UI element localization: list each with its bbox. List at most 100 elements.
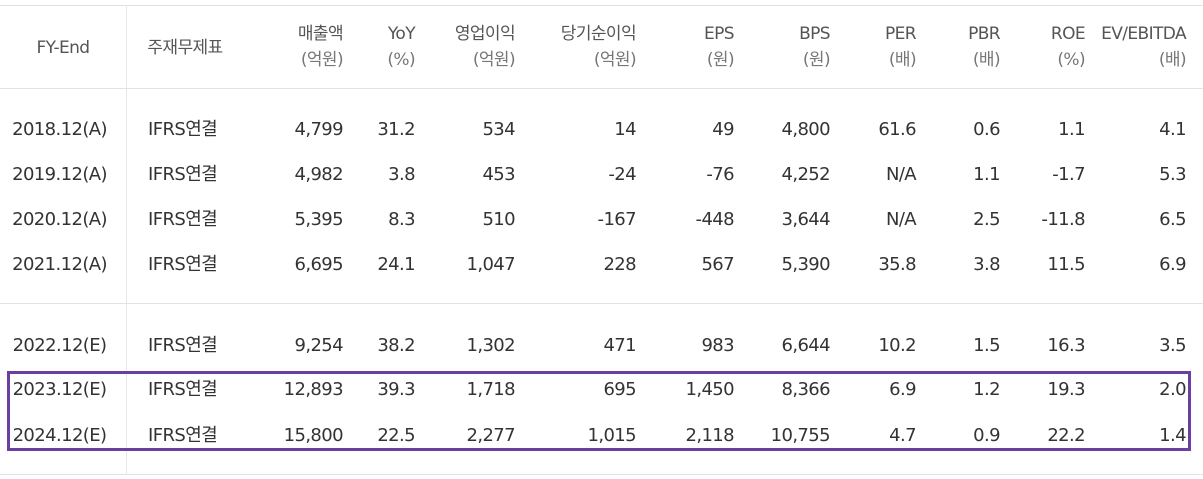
header-bps-unit: (원) bbox=[802, 50, 831, 70]
per-cell: 35.8 bbox=[878, 254, 916, 275]
pbr-cell: 1.1 bbox=[973, 164, 1000, 185]
operating-profit-cell: 534 bbox=[482, 119, 515, 140]
header-ev-ebitda-unit: (배) bbox=[1158, 50, 1187, 70]
per-cell: 6.9 bbox=[889, 379, 916, 400]
highlight-box bbox=[7, 371, 1191, 451]
table-row: 2019.12(A) IFRS연결 4,982 3.8 453 -24 -76 … bbox=[0, 153, 1203, 197]
roe-cell: -1.7 bbox=[1052, 164, 1085, 185]
net-income-cell: 14 bbox=[614, 119, 636, 140]
net-income-cell: -167 bbox=[597, 209, 637, 230]
table-bottom-border bbox=[0, 474, 1203, 475]
operating-profit-cell: 453 bbox=[482, 164, 515, 185]
eps-cell: -448 bbox=[695, 209, 735, 230]
operating-profit-cell: 1,718 bbox=[466, 379, 515, 400]
column-divider bbox=[126, 5, 127, 475]
eps-cell: 567 bbox=[701, 254, 734, 275]
per-cell: 61.6 bbox=[878, 119, 916, 140]
ev-ebitda-cell: 5.3 bbox=[1159, 164, 1186, 185]
roe-cell: 1.1 bbox=[1058, 119, 1085, 140]
eps-cell: 1,450 bbox=[685, 379, 734, 400]
header-roe-unit: (%) bbox=[1057, 50, 1085, 70]
bps-cell: 4,800 bbox=[781, 119, 830, 140]
table-row: 2023.12(E) IFRS연결 12,893 39.3 1,718 695 … bbox=[0, 368, 1203, 412]
net-income-cell: 695 bbox=[603, 379, 636, 400]
table-row: 2022.12(E) IFRS연결 9,254 38.2 1,302 471 9… bbox=[0, 324, 1203, 368]
bps-cell: 6,644 bbox=[781, 335, 830, 356]
header-operating-profit: 영업이익 bbox=[454, 24, 516, 44]
per-cell: N/A bbox=[885, 209, 917, 230]
header-basis: 주재무제표 bbox=[147, 38, 223, 58]
ev-ebitda-cell: 6.9 bbox=[1159, 254, 1186, 275]
header-pbr: PBR bbox=[968, 24, 1001, 44]
revenue-cell: 4,982 bbox=[294, 164, 343, 185]
bps-cell: 3,644 bbox=[781, 209, 830, 230]
header-bps: BPS bbox=[799, 24, 831, 44]
fy-end-cell: 2022.12(E) bbox=[12, 335, 107, 356]
pbr-cell: 2.5 bbox=[973, 209, 1000, 230]
yoy-cell: 8.3 bbox=[388, 209, 415, 230]
bps-cell: 10,755 bbox=[770, 425, 831, 446]
net-income-cell: 228 bbox=[603, 254, 636, 275]
header-net-income: 당기순이익 bbox=[560, 24, 637, 44]
table-row: 2024.12(E) IFRS연결 15,800 22.5 2,277 1,01… bbox=[0, 414, 1203, 458]
ev-ebitda-cell: 2.0 bbox=[1159, 379, 1186, 400]
basis-cell: IFRS연결 bbox=[148, 425, 218, 446]
basis-cell: IFRS연결 bbox=[148, 164, 218, 185]
header-roe: ROE bbox=[1050, 24, 1086, 44]
header-yoy-unit: (%) bbox=[387, 50, 415, 70]
pbr-cell: 0.9 bbox=[973, 425, 1000, 446]
roe-cell: 22.2 bbox=[1047, 425, 1085, 446]
basis-cell: IFRS연결 bbox=[148, 335, 218, 356]
header-eps: EPS bbox=[704, 24, 735, 44]
revenue-cell: 6,695 bbox=[294, 254, 343, 275]
ev-ebitda-cell: 4.1 bbox=[1159, 119, 1186, 140]
bps-cell: 8,366 bbox=[781, 379, 830, 400]
table-row: 2020.12(A) IFRS연결 5,395 8.3 510 -167 -44… bbox=[0, 198, 1203, 242]
yoy-cell: 38.2 bbox=[377, 335, 415, 356]
roe-cell: 11.5 bbox=[1047, 254, 1085, 275]
roe-cell: -11.8 bbox=[1041, 209, 1085, 230]
pbr-cell: 3.8 bbox=[973, 254, 1000, 275]
ev-ebitda-cell: 6.5 bbox=[1159, 209, 1186, 230]
basis-cell: IFRS연결 bbox=[148, 209, 218, 230]
yoy-cell: 39.3 bbox=[377, 379, 415, 400]
pbr-cell: 0.6 bbox=[973, 119, 1000, 140]
fy-end-cell: 2024.12(E) bbox=[12, 425, 107, 446]
yoy-cell: 22.5 bbox=[377, 425, 415, 446]
operating-profit-cell: 1,047 bbox=[466, 254, 515, 275]
revenue-cell: 4,799 bbox=[294, 119, 343, 140]
header-per-unit: (배) bbox=[888, 50, 917, 70]
net-income-cell: 1,015 bbox=[587, 425, 636, 446]
header-ev-ebitda: EV/EBITDA bbox=[1101, 24, 1187, 44]
basis-cell: IFRS연결 bbox=[148, 119, 218, 140]
revenue-cell: 15,800 bbox=[283, 425, 344, 446]
operating-profit-cell: 1,302 bbox=[466, 335, 515, 356]
header-revenue: 매출액 bbox=[297, 24, 344, 44]
yoy-cell: 31.2 bbox=[377, 119, 415, 140]
roe-cell: 16.3 bbox=[1047, 335, 1085, 356]
eps-cell: 983 bbox=[701, 335, 734, 356]
bps-cell: 5,390 bbox=[781, 254, 830, 275]
header-revenue-unit: (억원) bbox=[300, 50, 344, 70]
fy-end-cell: 2019.12(A) bbox=[12, 164, 107, 185]
header-yoy: YoY bbox=[387, 24, 416, 44]
table-row: 2021.12(A) IFRS연결 6,695 24.1 1,047 228 5… bbox=[0, 243, 1203, 287]
revenue-cell: 5,395 bbox=[294, 209, 343, 230]
pbr-cell: 1.2 bbox=[973, 379, 1000, 400]
header-per: PER bbox=[884, 24, 917, 44]
fy-end-cell: 2023.12(E) bbox=[12, 379, 107, 400]
revenue-cell: 9,254 bbox=[294, 335, 343, 356]
eps-cell: -76 bbox=[706, 164, 734, 185]
table-row: 2018.12(A) IFRS연결 4,799 31.2 534 14 49 4… bbox=[0, 108, 1203, 152]
yoy-cell: 3.8 bbox=[388, 164, 415, 185]
header-eps-unit: (원) bbox=[706, 50, 735, 70]
table-top-border bbox=[0, 5, 1203, 6]
header-pbr-unit: (배) bbox=[972, 50, 1001, 70]
eps-cell: 49 bbox=[712, 119, 734, 140]
roe-cell: 19.3 bbox=[1047, 379, 1085, 400]
header-fy-end: FY-End bbox=[36, 38, 91, 58]
operating-profit-cell: 510 bbox=[482, 209, 515, 230]
group-divider bbox=[0, 303, 1203, 304]
header-divider bbox=[0, 88, 1203, 89]
